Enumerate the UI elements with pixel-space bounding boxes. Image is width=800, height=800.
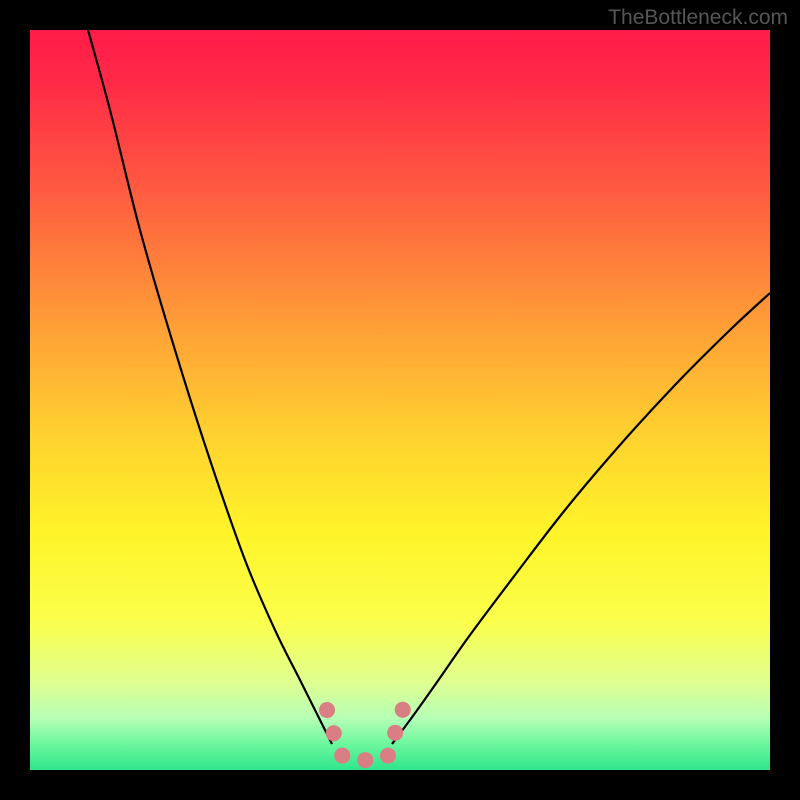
curve-right [392, 293, 770, 744]
watermark-text: TheBottleneck.com [608, 6, 788, 30]
chart-container: { "watermark": { "text": "TheBottleneck.… [0, 0, 800, 800]
plot-area [30, 30, 770, 770]
curves-layer [30, 30, 770, 770]
curve-left [88, 30, 332, 744]
bottom-marker [327, 706, 404, 760]
